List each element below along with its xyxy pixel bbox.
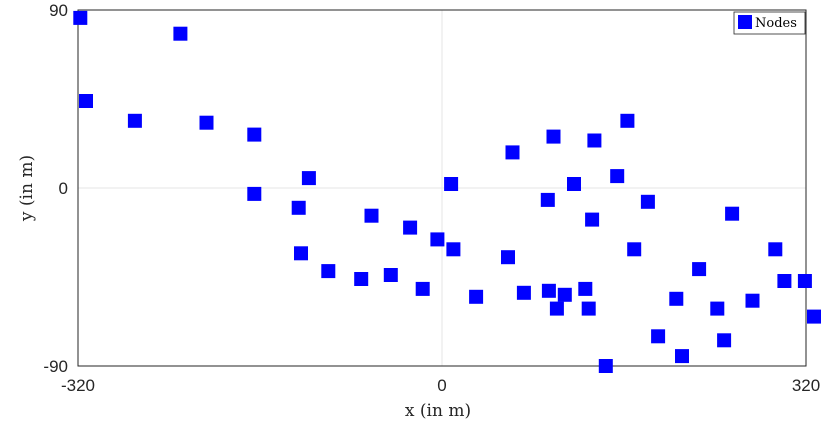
node-point <box>717 333 732 348</box>
node-point <box>640 194 655 209</box>
node-point <box>585 212 600 227</box>
node-point <box>247 127 262 142</box>
y-axis-label: y (in m) <box>17 155 37 222</box>
node-point <box>301 171 316 186</box>
node-point <box>383 268 398 282</box>
plot-frame <box>77 9 807 367</box>
node-point <box>294 246 308 261</box>
node-point <box>127 113 142 128</box>
node-point <box>578 281 593 296</box>
node-point <box>173 26 188 41</box>
node-point <box>807 309 821 324</box>
node-point <box>321 264 336 279</box>
y-tick-label: -90 <box>43 357 68 376</box>
legend-marker <box>738 15 752 29</box>
node-point <box>651 329 666 344</box>
node-point <box>415 281 430 296</box>
node-point <box>501 250 515 265</box>
node-point <box>540 192 555 207</box>
node-point <box>247 186 262 201</box>
x-axis-label: x (in m) <box>405 401 471 421</box>
tick-labels: -320 0 320 90 0 -90 <box>43 1 820 395</box>
node-point <box>797 274 812 288</box>
node-point <box>364 208 379 223</box>
node-point <box>557 287 572 302</box>
x-tick-label: 320 <box>792 376 820 395</box>
node-point <box>669 291 684 306</box>
data-points <box>73 10 821 373</box>
y-tick-label: 90 <box>49 1 68 20</box>
node-point <box>710 301 725 316</box>
node-point <box>403 220 418 235</box>
grid-lines <box>78 10 806 366</box>
node-point <box>430 232 445 247</box>
node-point <box>541 283 556 298</box>
node-point <box>587 133 602 148</box>
node-point <box>627 242 642 257</box>
node-point <box>567 177 581 191</box>
node-point <box>546 129 561 144</box>
node-point <box>692 262 707 277</box>
node-point <box>581 301 596 316</box>
node-point <box>505 145 520 160</box>
node-point <box>777 274 792 288</box>
node-point <box>620 113 635 128</box>
node-point <box>79 94 93 108</box>
node-point <box>444 177 459 191</box>
node-point <box>291 200 306 215</box>
node-point <box>549 301 564 316</box>
x-tick-label: 0 <box>437 376 446 395</box>
node-point <box>73 10 88 25</box>
node-point <box>610 169 625 184</box>
y-tick-label: 0 <box>59 179 68 198</box>
node-point <box>354 272 369 286</box>
node-point <box>469 289 484 304</box>
node-point <box>516 285 531 300</box>
node-point <box>745 293 760 308</box>
legend: Nodes <box>733 11 806 35</box>
node-point <box>725 206 740 221</box>
node-point <box>199 115 214 130</box>
node-point <box>598 359 613 373</box>
node-point <box>675 349 689 364</box>
x-tick-label: -320 <box>61 376 95 395</box>
node-point <box>446 242 461 257</box>
legend-label: Nodes <box>755 16 797 31</box>
node-point <box>768 242 783 257</box>
